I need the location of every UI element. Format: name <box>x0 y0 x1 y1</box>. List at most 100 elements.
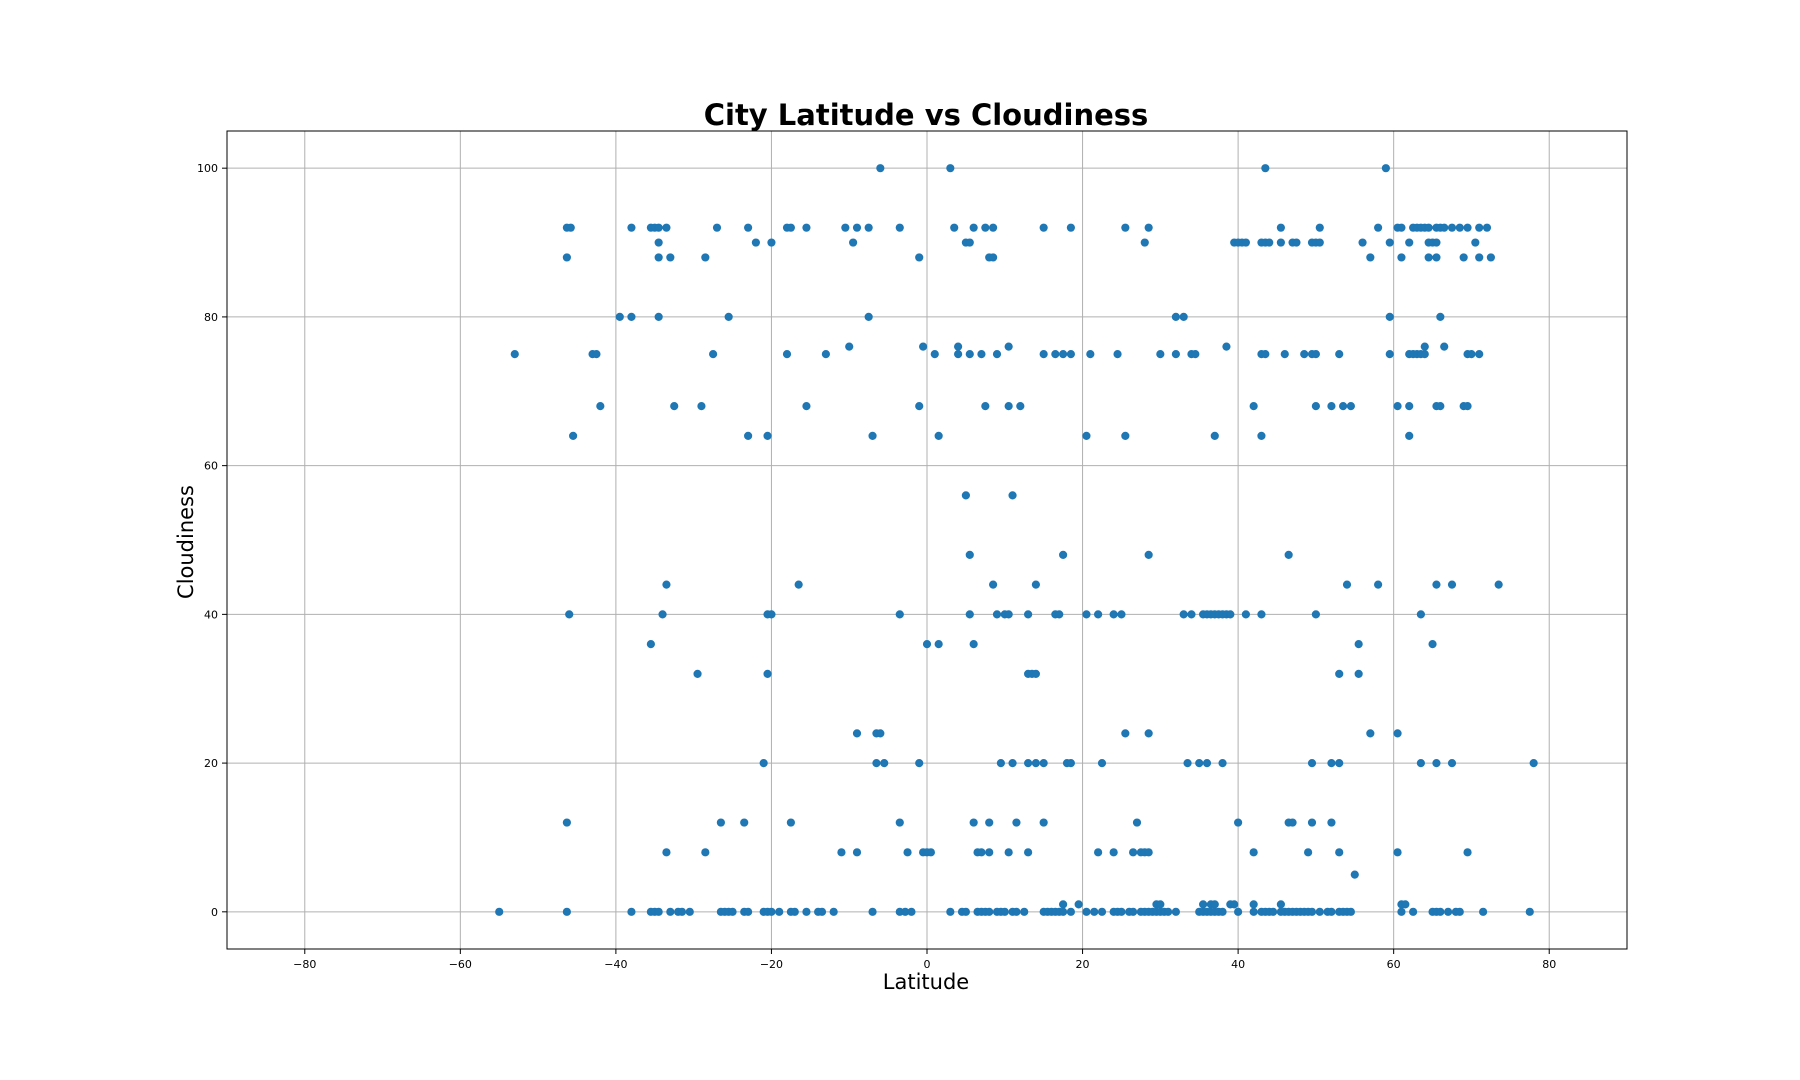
y-tick-label: 80 <box>204 311 218 324</box>
data-point <box>1284 550 1293 559</box>
data-point <box>1424 223 1433 232</box>
data-point <box>829 907 838 916</box>
data-point <box>786 223 795 232</box>
data-point <box>1440 223 1449 232</box>
data-point <box>1230 900 1239 909</box>
data-point <box>1000 907 1009 916</box>
data-point <box>1218 758 1227 768</box>
data-point <box>627 312 636 322</box>
data-point <box>1463 848 1472 857</box>
data-point <box>1307 758 1317 768</box>
data-point <box>1039 349 1048 359</box>
data-point <box>1385 349 1394 359</box>
data-point <box>767 610 776 619</box>
data-point <box>1327 818 1336 827</box>
data-points <box>495 164 1538 916</box>
data-point <box>1121 431 1130 440</box>
data-point <box>1397 907 1406 916</box>
data-point <box>1311 349 1320 359</box>
data-point <box>662 223 671 232</box>
data-point <box>922 640 932 649</box>
data-point <box>1241 610 1250 619</box>
data-point <box>1288 818 1297 827</box>
data-point <box>716 818 725 827</box>
data-point <box>1199 900 1208 909</box>
data-point <box>1475 253 1484 262</box>
data-point <box>1482 223 1492 232</box>
data-point <box>701 848 710 857</box>
data-point <box>1436 907 1445 916</box>
data-point <box>670 402 679 411</box>
data-point <box>1471 238 1480 247</box>
data-point <box>868 907 877 916</box>
data-point <box>1234 907 1243 916</box>
data-point <box>802 223 811 232</box>
data-point <box>1311 402 1320 411</box>
data-point <box>1055 610 1064 619</box>
x-tick-label: 0 <box>924 958 931 971</box>
y-axis-ticks: 0 20 40 60 80 100 <box>197 162 227 919</box>
data-point <box>954 349 963 359</box>
data-point <box>934 431 943 440</box>
data-point <box>992 610 1002 619</box>
data-point <box>1280 349 1289 359</box>
data-point <box>1012 907 1021 916</box>
data-point <box>1059 907 1068 916</box>
y-tick-label: 20 <box>204 757 218 770</box>
y-tick-label: 0 <box>211 906 218 919</box>
data-point <box>666 253 675 262</box>
data-point <box>1463 402 1472 411</box>
data-point <box>1475 349 1484 359</box>
chart-title: City Latitude vs Cloudiness <box>704 98 1149 132</box>
data-point <box>868 431 877 440</box>
data-point <box>841 223 850 232</box>
data-point <box>1144 848 1153 857</box>
data-point <box>1074 900 1083 909</box>
data-point <box>1140 238 1149 247</box>
x-axis-label: Latitude <box>883 970 969 994</box>
data-point <box>697 402 706 411</box>
data-point <box>1066 223 1075 232</box>
data-point <box>852 848 862 857</box>
data-point <box>926 848 935 857</box>
data-point <box>740 818 749 827</box>
data-point <box>1171 907 1180 916</box>
data-point <box>1039 223 1048 232</box>
data-point <box>1455 907 1464 916</box>
data-point <box>1436 402 1445 411</box>
data-point <box>1374 580 1383 589</box>
data-point <box>1039 818 1048 827</box>
data-point <box>662 848 671 857</box>
x-tick-label: 20 <box>1076 958 1090 971</box>
data-point <box>794 580 803 589</box>
data-point <box>965 238 974 247</box>
data-point <box>1156 349 1165 359</box>
data-point <box>996 758 1005 768</box>
data-point <box>1292 238 1301 247</box>
data-point <box>817 907 827 916</box>
data-point <box>837 848 846 857</box>
data-point <box>724 312 733 322</box>
data-point <box>1269 907 1278 916</box>
data-point <box>1350 870 1359 879</box>
data-point <box>946 164 955 173</box>
data-point <box>654 238 663 247</box>
data-point <box>1436 312 1445 322</box>
data-point <box>876 164 885 173</box>
data-point <box>1339 402 1348 411</box>
x-tick-label: 80 <box>1542 958 1556 971</box>
data-point <box>950 223 959 232</box>
data-point <box>1307 907 1317 916</box>
data-point <box>1086 349 1095 359</box>
data-point <box>989 580 998 589</box>
data-point <box>1335 758 1344 768</box>
data-point <box>763 431 772 440</box>
data-point <box>1031 758 1040 768</box>
data-point <box>802 907 811 916</box>
data-point <box>654 253 663 262</box>
data-point <box>790 907 799 916</box>
data-point <box>1066 907 1075 916</box>
data-point <box>1113 349 1122 359</box>
data-point <box>1241 238 1250 247</box>
